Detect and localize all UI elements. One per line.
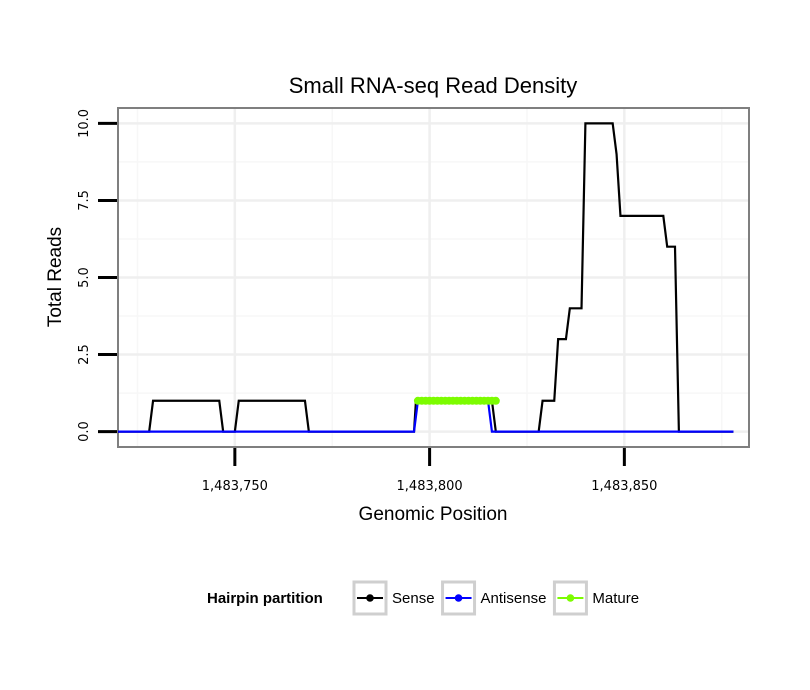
y-tick-label: 5.0 <box>77 267 92 288</box>
y-axis-title: Total Reads <box>45 227 66 327</box>
y-tick-label: 10.0 <box>77 109 92 138</box>
x-tick-label: 1,483,800 <box>397 479 463 494</box>
legend-label: Antisense <box>481 590 547 607</box>
legend-key-point <box>566 594 575 602</box>
legend-item-sense: Sense <box>352 580 435 616</box>
x-axis-title: Genomic Position <box>359 504 508 525</box>
y-tick-label: 2.5 <box>77 344 92 365</box>
y-axis: 0.0 2.5 5.0 7.5 10.0 <box>77 109 117 442</box>
chart-title: Small RNA-seq Read Density <box>289 73 578 98</box>
x-tick-label: 1,483,750 <box>202 479 268 494</box>
legend-label: Sense <box>392 590 435 607</box>
legend-item-mature: Mature <box>552 580 639 616</box>
legend-key-point <box>454 594 463 602</box>
y-tick-label: 7.5 <box>77 190 92 211</box>
x-axis: 1,483,750 1,483,800 1,483,850 <box>202 448 657 494</box>
y-tick-label: 0.0 <box>77 421 92 442</box>
legend-item-antisense: Antisense <box>441 580 547 616</box>
point-mature <box>491 396 500 405</box>
series-group <box>118 122 734 433</box>
legend-title: Hairpin partition <box>207 590 323 607</box>
legend: Hairpin partition Sense Antisense Mature <box>207 580 639 616</box>
legend-key-point <box>366 594 374 602</box>
x-tick-label: 1,483,850 <box>591 479 657 494</box>
legend-label: Mature <box>592 590 639 607</box>
